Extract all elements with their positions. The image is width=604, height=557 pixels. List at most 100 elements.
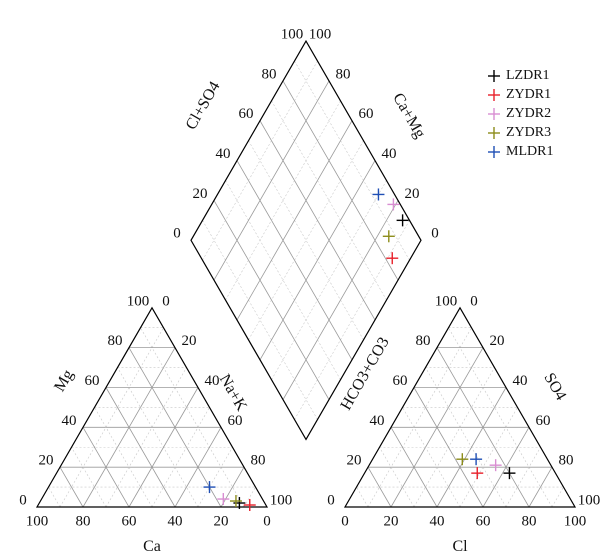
cation-right-tick-label: 60: [228, 413, 243, 429]
diamond-left-tick-label: 20: [193, 186, 208, 202]
cation-marker-zydr1: [243, 499, 256, 512]
legend-item-zydr3: ZYDR3: [488, 125, 551, 140]
cation-left-tick-label: 0: [19, 492, 27, 508]
diamond-marker-zydr1: [386, 252, 399, 265]
cation-triangle-grid-line: [174, 427, 222, 508]
cation-triangle-grid-line: [117, 367, 199, 508]
cation-triangle-grid-line: [82, 427, 130, 508]
anion-triangle-frame: [343, 306, 577, 508]
diamond-left-axis-title: Cl+SO4: [183, 79, 224, 133]
anion-right-tick-label: 100: [578, 492, 601, 508]
legend-label: MLDR1: [506, 144, 553, 159]
cation-triangle-grid-line: [105, 367, 187, 508]
anion-triangle-grid-line: [528, 466, 553, 508]
grid-lines: [48, 60, 564, 508]
cation-bottom-tick-label: 0: [263, 513, 271, 529]
anion-triangle-grid-line: [448, 327, 553, 508]
legend-item-lzdr1: LZDR1: [488, 68, 550, 83]
cation-triangle-grid-line: [151, 407, 210, 508]
cation-marker-zydr3: [229, 495, 242, 508]
anion-bottom-tick-label: 80: [522, 513, 537, 529]
cation-right-axis-title: Na+K: [216, 372, 251, 415]
cation-bottom-tick-label: 40: [168, 513, 183, 529]
cation-triangle-frame: [35, 306, 269, 508]
cation-left-tick-label: 60: [85, 373, 100, 389]
legend: LZDR1 ZYDR1 ZYDR2 ZYDR3 MLDR1: [488, 68, 553, 159]
cation-right-tick-label: 20: [182, 333, 197, 349]
diamond-right-tick-label: 20: [405, 186, 420, 202]
diamond-left-tick-label: 0: [173, 226, 181, 242]
anion-triangle-grid-line: [402, 407, 461, 508]
cation-triangle-grid-line: [59, 327, 164, 508]
cation-right-tick-label: 80: [251, 453, 266, 469]
legend-label: ZYDR1: [506, 87, 551, 102]
cation-left-tick-label: 80: [108, 333, 123, 349]
anion-triangle-grid-line: [390, 427, 438, 508]
anion-triangle-grid-line: [367, 466, 392, 508]
cation-bottom-tick-label: 20: [214, 513, 229, 529]
anion-marker-zydr3: [456, 453, 469, 466]
cation-right-tick-label: 40: [205, 373, 220, 389]
anion-triangle-grid-line: [356, 486, 369, 508]
diamond-marker-lzdr1: [396, 214, 409, 227]
diamond-grid-line: [259, 120, 376, 321]
anion-right-tick-label: 40: [513, 373, 528, 389]
anion-left-tick-label: 0: [327, 492, 335, 508]
anion-left-tick-label: 80: [416, 333, 431, 349]
diamond-right-tick-label: 40: [382, 146, 397, 162]
diamond-left-tick-label: 80: [262, 66, 277, 82]
legend-item-zydr2: ZYDR2: [488, 106, 551, 121]
anion-triangle-grid-line: [367, 327, 472, 508]
anion-triangle-grid-line: [379, 447, 415, 508]
anion-bottom-tick-label: 20: [384, 513, 399, 529]
anion-triangle-grid-line: [413, 387, 484, 508]
diamond-grid-line: [236, 160, 353, 360]
diamond-right-tick-label: 100: [309, 27, 332, 43]
anion-marker-zydr1: [471, 467, 484, 480]
cation-left-tick-label: 20: [39, 453, 54, 469]
cation-triangle-grid-line: [59, 466, 84, 508]
cation-left-tick-label: 100: [127, 293, 150, 309]
anion-left-tick-label: 40: [370, 413, 385, 429]
diamond-grid-line: [213, 80, 330, 281]
cation-left-axis-title: Mg: [51, 367, 77, 395]
anion-left-tick-label: 100: [435, 293, 458, 309]
legend-label: ZYDR2: [506, 106, 551, 121]
anion-triangle-grid-line: [551, 486, 564, 508]
anion-right-tick-label: 80: [559, 453, 574, 469]
cation-bottom-tick-label: 60: [122, 513, 137, 529]
cation-triangle-grid-line: [220, 466, 245, 508]
anion-right-tick-label: 0: [470, 293, 478, 309]
diamond-right-axis-title: Ca+Mg: [389, 90, 428, 141]
diagram-frames: [35, 39, 577, 508]
legend-item-zydr1: ZYDR1: [488, 87, 551, 102]
anion-left-axis-title: HCO3+CO3: [337, 334, 392, 413]
data-markers: [203, 188, 516, 512]
diamond-left-tick-label: 40: [216, 146, 231, 162]
legend-item-mldr1: MLDR1: [488, 144, 553, 159]
anion-marker-zydr2: [489, 459, 502, 472]
anion-triangle-grid-line: [482, 427, 530, 508]
diamond-right-tick-label: 0: [431, 226, 439, 242]
anion-marker-lzdr1: [503, 467, 516, 480]
cation-triangle-grid-line: [94, 407, 153, 508]
diamond-left-tick-label: 60: [239, 106, 254, 122]
diamond-right-tick-label: 60: [359, 106, 374, 122]
anion-bottom-tick-label: 100: [564, 513, 587, 529]
diamond-frame: [190, 39, 422, 441]
cation-left-tick-label: 40: [62, 413, 77, 429]
diamond-marker-mldr1: [372, 188, 385, 201]
anion-marker-mldr1: [470, 453, 483, 466]
legend-label: LZDR1: [506, 68, 550, 83]
diamond-right-tick-label: 80: [336, 66, 351, 82]
anion-triangle-grid-line: [505, 447, 541, 508]
cation-triangle-grid-line: [105, 387, 176, 508]
anion-triangle-grid-line: [413, 367, 495, 508]
cation-triangle-grid-line: [71, 447, 107, 508]
cation-bottom-axis-title: Ca: [143, 538, 161, 555]
anion-bottom-tick-label: 60: [476, 513, 491, 529]
legend-label: ZYDR3: [506, 125, 551, 140]
cation-right-tick-label: 0: [162, 293, 170, 309]
cation-marker-zydr2: [217, 493, 230, 506]
